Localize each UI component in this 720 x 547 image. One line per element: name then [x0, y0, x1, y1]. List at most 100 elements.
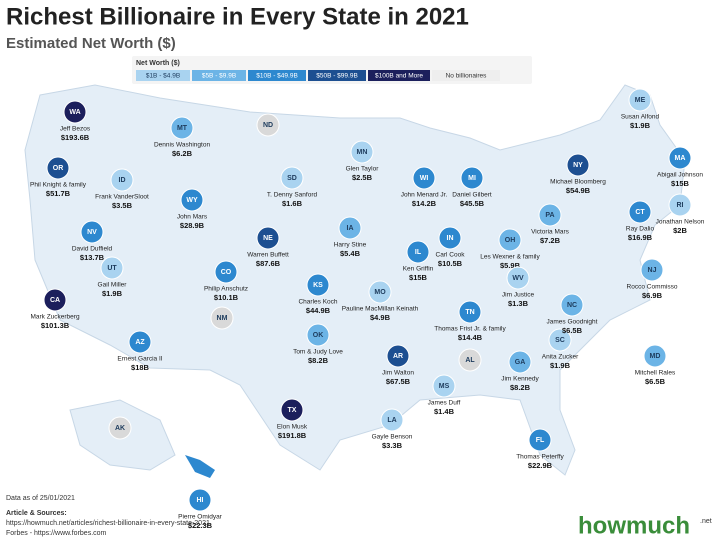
state-abbr: WA [69, 109, 80, 116]
net-worth: $87.6B [256, 259, 281, 268]
state-marker [100, 256, 124, 280]
net-worth: $15B [671, 179, 690, 188]
source-link: https://howmuch.net/articles/richest-bil… [6, 520, 210, 527]
net-worth: $8.2B [308, 356, 329, 365]
net-worth: $6.5B [562, 326, 583, 335]
state: OR Phil Knight & family$51.7B [30, 156, 87, 198]
state: NE Warren Buffett$87.6B [247, 226, 289, 268]
billionaire-name: Les Wexner & family [480, 254, 540, 261]
state-marker [338, 216, 362, 240]
state: MT Dennis Washington$6.2B [154, 116, 210, 158]
state: FL Thomas Peterffy$22.9B [516, 428, 565, 470]
net-worth: $5.9B [500, 261, 521, 270]
state-marker [560, 293, 584, 317]
state-abbr: WV [512, 275, 524, 282]
state: AL [458, 348, 482, 372]
net-worth: $1.9B [550, 361, 571, 370]
state-abbr: AL [465, 357, 475, 364]
state-abbr: LA [387, 417, 396, 424]
net-worth: $4.9B [370, 313, 391, 322]
state-marker [640, 258, 664, 282]
state: LA Gayle Benson$3.3B [372, 408, 413, 450]
billionaire-name: James Goodnight [547, 319, 598, 326]
state-abbr: MO [374, 289, 386, 296]
subtitle: Estimated Net Worth ($) [6, 35, 176, 52]
state-marker [566, 153, 590, 177]
state: UT Gail Miller$1.9B [98, 256, 127, 298]
state-marker [386, 344, 410, 368]
net-worth: $13.7B [80, 253, 105, 262]
state-abbr: ND [263, 122, 273, 129]
state-abbr: WI [420, 175, 429, 182]
billionaire-name: James Duff [428, 400, 461, 407]
billionaire-name: Charles Koch [298, 299, 337, 306]
net-worth: $6.9B [642, 291, 663, 300]
state-abbr: MD [650, 353, 661, 360]
state: NJ Rocco Commisso$6.9B [627, 258, 678, 300]
title: Richest Billionaire in Every State in 20… [6, 3, 469, 30]
state-abbr: AR [393, 353, 403, 360]
state: MN Glen Taylor$2.5B [346, 140, 379, 182]
state-marker [668, 193, 692, 217]
state-abbr: CA [50, 297, 60, 304]
billionaire-name: Jim Kennedy [501, 376, 539, 383]
state-marker [368, 280, 392, 304]
net-worth: $3.3B [382, 441, 403, 450]
state-marker [350, 140, 374, 164]
billionaire-name: Pauline MacMillan Keinath [342, 306, 419, 313]
billionaire-name: Rocco Commisso [627, 284, 678, 291]
billionaire-name: T. Denny Sanford [267, 192, 318, 199]
net-worth: $67.5B [386, 377, 411, 386]
legend-label: $100B and More [375, 73, 423, 80]
legend: Net Worth ($) $1B - $4.9B $5B - $9.9B $10B … [132, 56, 532, 84]
net-worth: $28.9B [180, 221, 205, 230]
state-abbr: CT [635, 209, 645, 216]
state-abbr: MS [439, 383, 450, 390]
state-marker [110, 168, 134, 192]
state: MD Mitchell Rales$6.5B [635, 344, 676, 386]
net-worth: $1.6B [282, 199, 303, 208]
billionaire-name: Warren Buffett [247, 252, 289, 259]
billionaire-name: Daniel Gilbert [452, 192, 492, 199]
state: NY Michael Bloomberg$54.9B [550, 153, 606, 195]
billionaire-name: David Duffield [72, 246, 113, 253]
state-marker [506, 266, 530, 290]
state-abbr: NV [87, 229, 97, 236]
billionaire-name: Thomas Frist Jr. & family [434, 326, 506, 333]
state-abbr: NC [567, 302, 577, 309]
net-worth: $7.2B [540, 236, 561, 245]
state-abbr: UT [107, 265, 117, 272]
state-abbr: OR [53, 165, 64, 172]
state: WI John Menard Jr.$14.2B [401, 166, 448, 208]
state-marker [306, 323, 330, 347]
legend-swatch [248, 70, 306, 81]
billionaire-name: Ernest Garcia II [117, 356, 162, 363]
us-map-outline [24, 84, 686, 476]
net-worth: $2B [673, 226, 687, 235]
state-abbr: RI [677, 202, 684, 209]
billionaire-name: Anita Zucker [542, 354, 579, 361]
state-marker [412, 166, 436, 190]
state-abbr: KS [313, 282, 323, 289]
state: IA Harry Stine$5.4B [334, 216, 367, 258]
net-worth: $1.4B [434, 407, 455, 416]
state-marker [280, 166, 304, 190]
state-marker [180, 188, 204, 212]
billionaire-name: Jim Justice [502, 292, 535, 299]
billionaire-name: Frank VanderSloot [95, 194, 149, 201]
net-worth: $1.3B [508, 299, 529, 308]
state-marker [668, 146, 692, 170]
net-worth: $15B [409, 273, 428, 282]
billionaire-name: Susan Alfond [621, 114, 660, 121]
state-marker [548, 328, 572, 352]
state: ND [256, 113, 280, 137]
state-markers: WA Jeff Bezos$193.6B OR Phil Knight & famil… [30, 88, 705, 530]
state-marker [280, 398, 304, 422]
net-worth: $22.3B [188, 521, 213, 530]
state-marker [80, 220, 104, 244]
legend-swatch [432, 70, 500, 81]
logo-suffix: .net [700, 518, 712, 525]
legend-title: Net Worth ($) [136, 60, 180, 67]
state-abbr: OK [313, 332, 324, 339]
billionaire-name: John Menard Jr. [401, 192, 448, 199]
